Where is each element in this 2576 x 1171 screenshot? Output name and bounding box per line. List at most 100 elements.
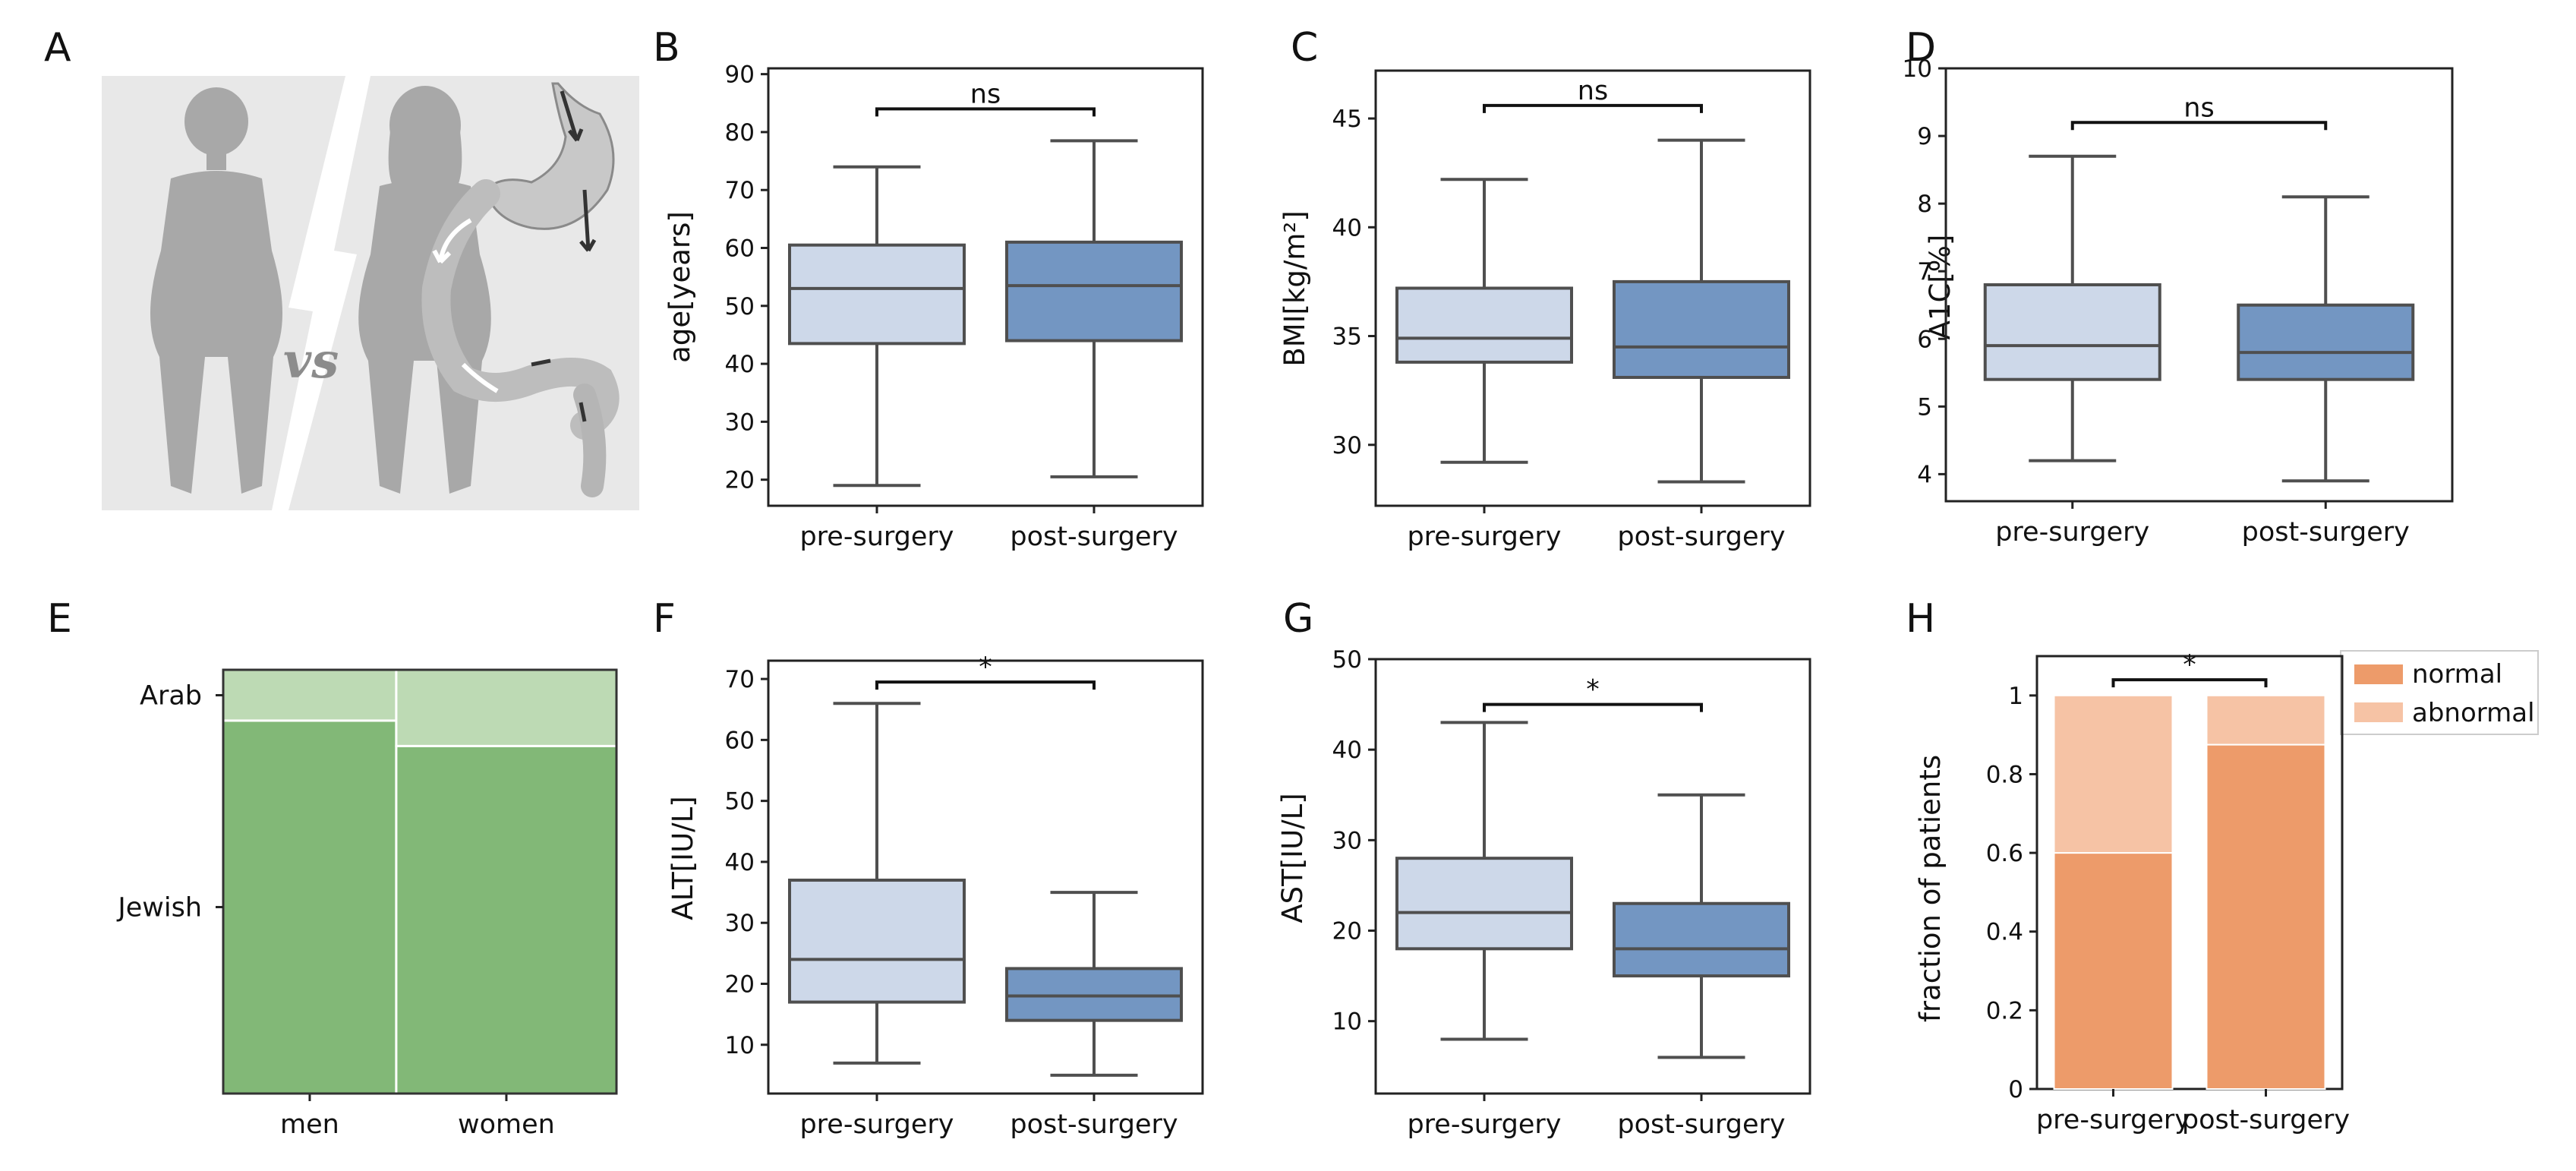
y-tick-label-4: 4 xyxy=(1917,461,1932,488)
y-tick-label-10: 10 xyxy=(725,1032,755,1059)
plot-frame xyxy=(1374,69,1811,507)
x-tick-label-post-surgery: post-surgery xyxy=(2242,517,2410,548)
significance-bracket xyxy=(2070,121,2328,131)
y-tick-label-70: 70 xyxy=(725,666,755,693)
x-tick-label-post-surgery: post-surgery xyxy=(1617,522,1785,552)
x-tick-label-pre-surgery: pre-surgery xyxy=(1407,1109,1561,1140)
y-tick-label-1: 1 xyxy=(2008,683,2023,710)
y-axis-label-bmi: BMI[kg/m²] xyxy=(1279,210,1311,366)
x-tick-label-post-surgery: post-surgery xyxy=(2182,1105,2350,1135)
x-tick-label-pre-surgery: pre-surgery xyxy=(1995,517,2149,548)
box-post-surgery xyxy=(1005,240,1183,342)
x-tick-label-post-surgery: post-surgery xyxy=(1010,1109,1178,1140)
x-tick-label-post-surgery: post-surgery xyxy=(1617,1109,1785,1140)
y-tick-label-70: 70 xyxy=(725,177,755,204)
tile-jewish-men xyxy=(222,719,398,1095)
y-tick-label-30: 30 xyxy=(725,409,755,436)
y-tick-label-7: 7 xyxy=(1917,258,1932,286)
y-tick-label-0-8: 0.8 xyxy=(1986,761,2023,788)
bar-normal-post-surgery xyxy=(2206,743,2326,1090)
y-tick-label-50: 50 xyxy=(1332,646,1362,674)
y-axis-label-a1c: A1C[%] xyxy=(1924,235,1956,340)
significance-label: ns xyxy=(2183,93,2214,123)
significance-label: * xyxy=(1586,675,1600,705)
y-tick-label-50: 50 xyxy=(725,293,755,320)
y-tick-label-10: 10 xyxy=(1332,1008,1362,1036)
legend: normal abnormal xyxy=(2340,650,2539,735)
y-tick-label-20: 20 xyxy=(1332,918,1362,945)
significance-label: * xyxy=(979,652,992,683)
panel-c-bmi-boxplot: C BMI[kg/m²] 30 35 40 45 pre-surgery post-sur… xyxy=(1279,25,1811,552)
legend-swatch-abnormal xyxy=(2354,702,2403,722)
y-tick-label-40: 40 xyxy=(1332,737,1362,764)
significance-bracket xyxy=(2111,678,2268,688)
y-tick-label-90: 90 xyxy=(725,62,755,89)
box-post-surgery xyxy=(1005,967,1183,1022)
y-tick-label-60: 60 xyxy=(725,727,755,754)
tile-arab-men xyxy=(222,668,398,722)
box-pre-surgery xyxy=(788,243,966,346)
y-tick-label-50: 50 xyxy=(725,788,755,816)
y-tick-label-60: 60 xyxy=(725,235,755,263)
panel-b-age-boxplot: B age[years] 20 30 40 50 60 70 80 90 pre-surgery… xyxy=(653,25,1204,552)
y-tick-label-40: 40 xyxy=(725,849,755,876)
y-tick-label-8: 8 xyxy=(1917,191,1932,218)
y-tick-label-0-2: 0.2 xyxy=(1986,997,2023,1024)
y-tick-label-20: 20 xyxy=(725,467,755,494)
panel-d-a1c-boxplot: D A1C[%] 4 5 6 7 8 9 10 pre-surgery post-surgery… xyxy=(1903,25,2454,548)
x-tick-label-pre-surgery: pre-surgery xyxy=(1407,522,1561,552)
row-label-jewish: Jewish xyxy=(116,892,202,923)
plot-frame xyxy=(1374,658,1811,1095)
y-tick-label-40: 40 xyxy=(725,351,755,378)
vs-label: vs xyxy=(283,333,339,390)
x-tick-label-pre-surgery: pre-surgery xyxy=(2036,1105,2190,1135)
significance-bracket xyxy=(875,680,1096,690)
tile-arab-women xyxy=(395,668,618,747)
legend-label-normal: normal xyxy=(2412,659,2502,690)
significance-label: * xyxy=(2183,650,2196,680)
plot-frame xyxy=(767,67,1204,507)
y-tick-label-10: 10 xyxy=(1903,55,1932,83)
y-tick-label-80: 80 xyxy=(725,119,755,147)
x-tick-label-pre-surgery: pre-surgery xyxy=(799,522,954,552)
plot-frame xyxy=(2035,655,2344,1091)
panel-letter-b: B xyxy=(653,25,680,71)
y-tick-label-0-6: 0.6 xyxy=(1986,840,2023,867)
panel-letter-d: D xyxy=(1906,25,1936,71)
y-tick-label-30: 30 xyxy=(725,910,755,937)
x-tick-label-post-surgery: post-surgery xyxy=(1010,522,1178,552)
y-tick-label-45: 45 xyxy=(1332,106,1362,133)
y-tick-label-40: 40 xyxy=(1332,214,1362,241)
plot-frame xyxy=(1944,67,2454,503)
panel-a: A vs xyxy=(44,25,639,510)
significance-label: ns xyxy=(970,79,1001,109)
significance-bracket xyxy=(875,107,1096,117)
plot-frame xyxy=(222,668,618,1095)
box-post-surgery xyxy=(1613,279,1790,379)
y-axis-label-alt: ALT[IU/L] xyxy=(667,796,699,920)
plot-frame xyxy=(767,659,1204,1095)
y-axis-label-bmi-text: BMI[kg/m²] xyxy=(1279,210,1311,366)
panel-e-mosaic: E men women Arab Jewish xyxy=(47,596,618,1140)
significance-bracket xyxy=(1483,103,1703,113)
panel-letter-e: E xyxy=(47,596,72,642)
panel-h-stacked-bar: H fraction of patients normal abnormal 0… xyxy=(1906,596,2539,1135)
box-post-surgery xyxy=(2237,303,2415,381)
tile-jewish-women xyxy=(395,744,618,1095)
panel-letter-g: G xyxy=(1283,596,1313,642)
box-post-surgery xyxy=(1613,901,1790,978)
y-tick-label-30: 30 xyxy=(1332,827,1362,854)
box-pre-surgery xyxy=(788,879,966,1004)
legend-label-abnormal: abnormal xyxy=(2412,698,2535,728)
y-tick-label-20: 20 xyxy=(725,971,755,998)
bar-abnormal-pre-surgery xyxy=(2053,694,2174,854)
box-pre-surgery xyxy=(1395,857,1573,951)
x-tick-label-pre-surgery: pre-surgery xyxy=(799,1109,954,1140)
woman-silhouette-left xyxy=(150,87,283,494)
row-label-arab: Arab xyxy=(140,680,202,711)
panel-g-ast-boxplot: G AST[IU/L] 10 20 30 40 50 pre-surgery post-su… xyxy=(1276,596,1811,1140)
y-tick-label-9: 9 xyxy=(1917,123,1932,150)
y-axis-label-ast: AST[IU/L] xyxy=(1276,793,1309,923)
